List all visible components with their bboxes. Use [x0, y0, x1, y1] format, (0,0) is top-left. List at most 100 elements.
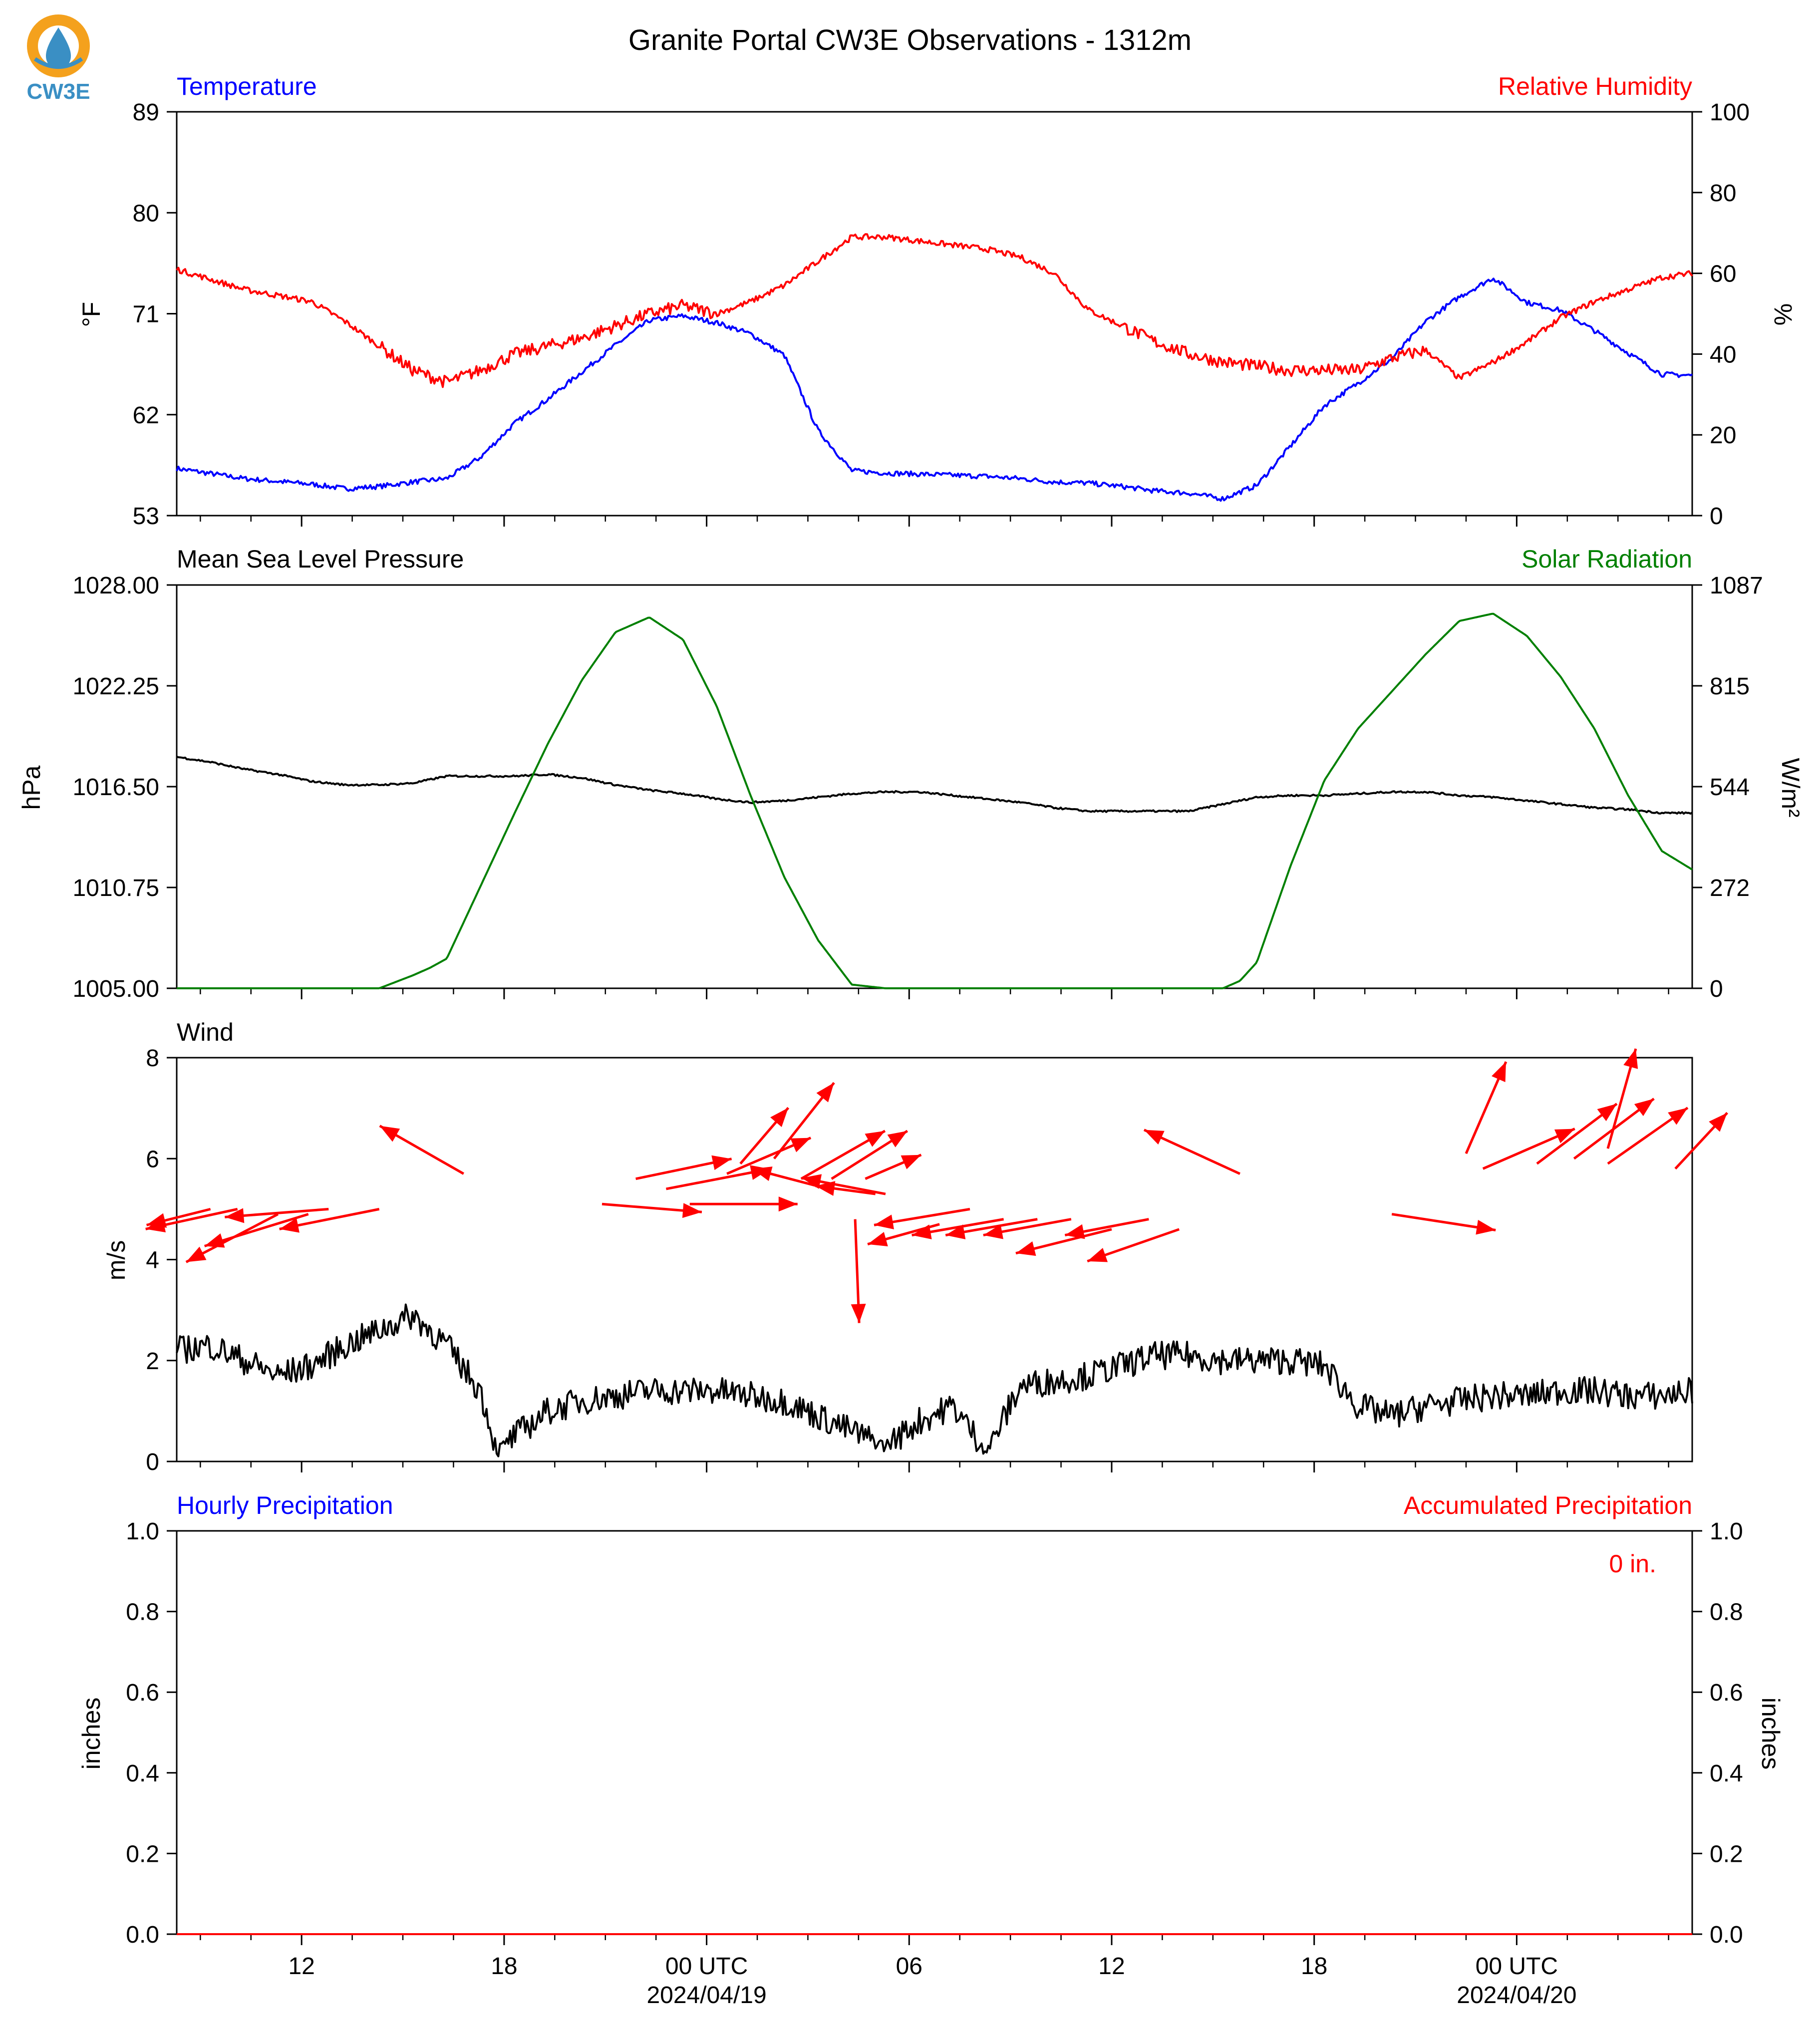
pressure-axis-label: hPa	[17, 765, 45, 810]
y-right-tick-label: 60	[1710, 261, 1736, 288]
wind-arrow-head	[815, 1181, 836, 1196]
y-left-tick-label: 62	[133, 402, 159, 429]
y-right-tick-label: 1.0	[1710, 1518, 1743, 1545]
wind-arrow-head	[901, 1155, 921, 1169]
accumulated-precip-title: Accumulated Precipitation	[1404, 1491, 1692, 1519]
y-right-tick-label: 0.8	[1710, 1599, 1743, 1626]
y-right-tick-label: 0.2	[1710, 1841, 1743, 1867]
x-date-label: 2024/04/20	[1457, 1982, 1576, 2009]
figure-title: Granite Portal CW3E Observations - 1312m	[628, 24, 1192, 56]
wind-arrow-head	[1709, 1113, 1728, 1132]
wind-arrow-head	[1087, 1248, 1108, 1262]
wind-arrow-head	[874, 1214, 894, 1229]
y-left-tick-label: 80	[133, 200, 159, 227]
plot-frame	[176, 584, 1693, 989]
y-left-tick-label: 0.4	[126, 1760, 159, 1787]
plot-frame	[176, 1530, 1693, 1935]
wind-arrow-head	[379, 1126, 400, 1142]
y-left-tick-label: 71	[133, 301, 159, 328]
x-tick-label: 06	[896, 1953, 922, 1980]
wind-arrow-head	[790, 1138, 811, 1153]
wind-arrow-head	[1476, 1219, 1496, 1235]
precipitation-panel: Hourly Precipitation Accumulated Precipi…	[77, 1491, 1785, 1948]
wind-arrow-head	[204, 1233, 225, 1248]
series-mean-sea-level-pressure	[176, 756, 1693, 815]
series-solar-radiation	[177, 612, 1693, 989]
x-tick-label: 12	[288, 1953, 314, 1980]
wind-arrow-head	[1668, 1108, 1688, 1125]
wind-arrow-head	[816, 1083, 834, 1103]
y-left-tick-label: 0	[146, 1449, 159, 1475]
wind-panel: Wind m/s 0 2 4 6 8	[102, 1018, 1729, 1475]
wind-arrow-head	[1065, 1224, 1085, 1239]
y-left-tick-label: 1005.00	[72, 976, 159, 1002]
wind-arrow-head	[778, 1196, 798, 1212]
y-right-tick-label: 272	[1710, 875, 1750, 901]
precip-axis-label-right: inches	[1757, 1698, 1785, 1770]
y-right-tick-label: 1087	[1710, 573, 1763, 599]
temperature-axis-label: °F	[77, 302, 105, 327]
y-right-tick-label: 544	[1710, 774, 1750, 801]
y-right-tick-label: 20	[1710, 422, 1736, 449]
y-right-tick-label: 0.6	[1710, 1680, 1743, 1706]
y-right-tick-label: 815	[1710, 673, 1750, 700]
y-left-tick-label: 0.8	[126, 1599, 159, 1626]
wind-arrow-head	[225, 1208, 245, 1223]
x-tick-label: 00 UTC	[665, 1953, 748, 1980]
solar-radiation-title: Solar Radiation	[1521, 545, 1692, 573]
water-drop-icon	[46, 27, 71, 69]
y-left-tick-label: 0.6	[126, 1680, 159, 1706]
wind-arrow-head	[1623, 1049, 1638, 1069]
y-right-tick-label: 100	[1710, 99, 1750, 126]
y-left-tick-label: 1.0	[126, 1518, 159, 1545]
x-tick-label: 18	[491, 1953, 517, 1980]
logo-text: CW3E	[26, 79, 90, 104]
relative-humidity-title: Relative Humidity	[1498, 72, 1692, 100]
y-right-tick-label: 40	[1710, 341, 1736, 368]
accumulated-total-label: 0 in.	[1609, 1550, 1656, 1578]
wind-arrow-head	[770, 1108, 789, 1127]
wind-axis-label: m/s	[102, 1240, 130, 1281]
pressure-title: Mean Sea Level Pressure	[177, 545, 464, 573]
x-tick-label: 00 UTC	[1476, 1953, 1558, 1980]
plot-frame	[176, 111, 1693, 517]
wave-icon	[33, 57, 83, 69]
wind-arrow-head	[1554, 1129, 1575, 1144]
wind-arrow-head	[983, 1224, 1003, 1239]
wind-arrow-head	[279, 1218, 300, 1233]
series-relative-humidity	[176, 233, 1693, 388]
x-date-label: 2024/04/19	[646, 1982, 766, 2009]
hourly-precip-title: Hourly Precipitation	[177, 1491, 393, 1519]
y-left-tick-label: 8	[146, 1045, 159, 1072]
temperature-title: Temperature	[177, 72, 317, 100]
wind-arrow-head	[145, 1217, 166, 1232]
y-left-tick-label: 53	[133, 503, 159, 530]
y-right-tick-label: 0.0	[1710, 1922, 1743, 1948]
y-left-tick-label: 4	[146, 1247, 159, 1274]
x-tick-label: 18	[1301, 1953, 1327, 1980]
wind-arrow-head	[1597, 1104, 1617, 1122]
wind-arrow-head	[1144, 1130, 1165, 1145]
y-right-tick-label: 80	[1710, 180, 1736, 207]
temperature-humidity-panel: Temperature Relative Humidity °F % 53 62 7…	[77, 72, 1797, 530]
wind-arrow-head	[887, 1131, 908, 1148]
cw3e-logo: CW3E	[26, 14, 90, 104]
wind-arrow-head	[868, 1232, 888, 1246]
series-temperature	[176, 278, 1693, 502]
pressure-solar-panel: Mean Sea Level Pressure Solar Radiation …	[17, 545, 1805, 1002]
wind-arrow-head	[186, 1246, 207, 1262]
y-right-tick-label: 0	[1710, 976, 1723, 1002]
solar-axis-label: W/m²	[1777, 758, 1805, 817]
precip-axis-label-left: inches	[77, 1698, 105, 1770]
wind-arrow-head	[911, 1224, 932, 1239]
wind-arrow-head	[851, 1304, 866, 1323]
wind-arrow-head	[1015, 1241, 1036, 1256]
wind-arrow-head	[1634, 1099, 1654, 1117]
y-right-tick-label: 0	[1710, 503, 1723, 530]
wind-arrow-head	[801, 1174, 822, 1189]
wind-arrow-head	[945, 1224, 966, 1239]
wind-arrow-head	[682, 1203, 702, 1218]
wind-arrow-head	[752, 1166, 773, 1181]
y-left-tick-label: 1022.25	[72, 673, 159, 700]
